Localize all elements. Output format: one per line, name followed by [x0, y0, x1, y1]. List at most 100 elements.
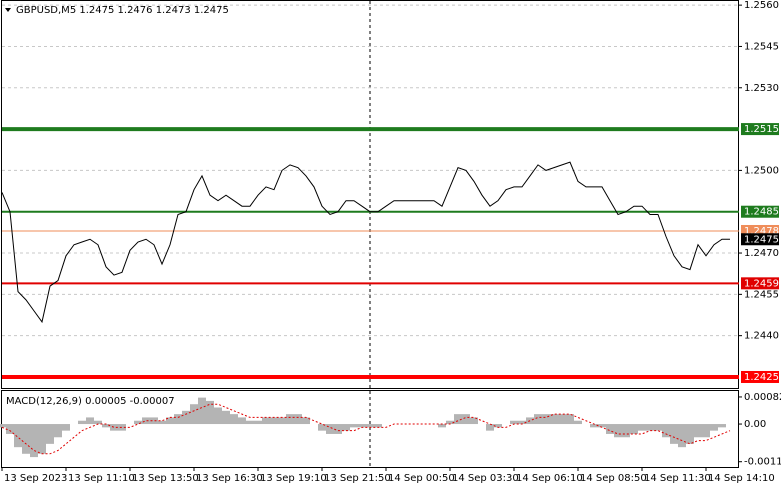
- x-tick-label: 13 Sep 13:50: [132, 473, 199, 484]
- macd-bar: [238, 417, 246, 425]
- macd-bar: [270, 417, 278, 425]
- macd-bar: [630, 424, 638, 434]
- macd-bar: [166, 417, 174, 425]
- macd-bar: [318, 424, 326, 431]
- level-label-bg: [741, 205, 779, 218]
- x-tick-label: 13 Sep 11:10: [68, 473, 135, 484]
- macd-bar: [446, 420, 454, 425]
- level-label-bg: [741, 370, 779, 383]
- last-price-bg: [741, 233, 779, 246]
- x-tick-label: 14 Sep 06:10: [516, 473, 583, 484]
- macd-bar: [662, 424, 670, 438]
- macd-bar: [334, 424, 342, 434]
- macd-bar: [622, 424, 630, 438]
- level-label: 1.2459: [744, 278, 779, 289]
- x-tick-label: 13 Sep 21:50: [324, 473, 391, 484]
- macd-bar: [678, 424, 686, 448]
- macd-bar: [278, 417, 286, 425]
- macd-bar: [46, 424, 54, 444]
- macd-bar: [262, 417, 270, 425]
- x-tick-label: 14 Sep 03:30: [452, 473, 519, 484]
- price-panel-frame: [1, 0, 739, 389]
- macd-bar: [214, 407, 222, 425]
- macd-bar: [654, 424, 662, 431]
- level-label: 1.2478: [744, 226, 779, 237]
- macd-bar: [190, 404, 198, 425]
- macd-bar: [686, 424, 694, 444]
- macd-bar: [158, 420, 166, 425]
- macd-bar: [6, 424, 14, 434]
- macd-bar: [326, 424, 334, 434]
- macd-bar: [694, 424, 702, 438]
- macd-bar: [198, 397, 206, 425]
- macd-bar: [366, 424, 374, 428]
- macd-bar: [494, 424, 502, 428]
- macd-bar: [646, 424, 654, 431]
- macd-bar: [598, 424, 606, 428]
- macd-bar: [718, 424, 726, 428]
- macd-bar: [518, 420, 526, 425]
- y-tick-label: 1.2500: [744, 165, 779, 176]
- macd-bar: [350, 424, 358, 428]
- macd-bar: [438, 424, 446, 428]
- macd-bar: [174, 414, 182, 425]
- y-tick-label: 1.2530: [744, 83, 779, 94]
- macd-bar: [254, 420, 262, 425]
- macd-bar: [558, 414, 566, 425]
- macd-bar: [0, 424, 6, 428]
- macd-bar: [454, 414, 462, 425]
- macd-bar: [590, 424, 598, 428]
- macd-bar: [38, 424, 46, 454]
- macd-bar: [142, 417, 150, 425]
- macd-bar: [286, 414, 294, 425]
- x-tick-label: 13 Sep 19:10: [260, 473, 327, 484]
- macd-bar: [78, 420, 86, 425]
- macd-bar: [510, 420, 518, 425]
- x-tick-label: 13 Sep 2023: [4, 473, 67, 484]
- y-tick-label: 0.00: [744, 419, 766, 430]
- macd-bar: [222, 410, 230, 425]
- y-tick-label: 1.2455: [744, 289, 779, 300]
- macd-bar: [206, 400, 214, 425]
- macd-title: MACD(12,26,9) 0.00005 -0.00007: [6, 396, 175, 407]
- macd-bar: [134, 420, 142, 425]
- macd-bar: [30, 424, 38, 458]
- macd-bar: [14, 424, 22, 448]
- price-line: [1, 161, 730, 324]
- level-label: 1.2515: [744, 124, 779, 135]
- macd-bar: [102, 424, 110, 428]
- macd-bar: [614, 424, 622, 438]
- x-tick-label: 14 Sep 00:50: [388, 473, 455, 484]
- macd-bar: [470, 417, 478, 425]
- macd-bar: [62, 424, 70, 431]
- collapse-icon: [5, 8, 11, 12]
- macd-bar: [670, 424, 678, 444]
- macd-bar: [150, 417, 158, 425]
- level-label-bg: [741, 277, 779, 290]
- signal-line: [1, 403, 731, 455]
- macd-bar: [374, 424, 382, 428]
- y-tick-label: -0.00114: [744, 457, 781, 468]
- macd-bar: [22, 424, 30, 454]
- level-label-bg: [741, 123, 779, 136]
- macd-bar: [294, 414, 302, 425]
- macd-bar: [182, 410, 190, 425]
- y-tick-label: 1.2440: [744, 331, 779, 342]
- macd-bar: [534, 414, 542, 425]
- macd-bar: [302, 417, 310, 425]
- macd-bar: [550, 414, 558, 425]
- macd-bar: [486, 424, 494, 431]
- macd-bar: [54, 424, 62, 438]
- level-label: 1.2425: [744, 372, 779, 383]
- macd-bar: [638, 424, 646, 431]
- macd-bar: [110, 424, 118, 431]
- y-tick-label: 1.2470: [744, 248, 779, 259]
- macd-bar: [574, 420, 582, 425]
- macd-bar: [246, 420, 254, 425]
- x-tick-label: 13 Sep 16:30: [196, 473, 263, 484]
- last-price-label: 1.2475: [744, 234, 779, 245]
- macd-bar: [86, 417, 94, 425]
